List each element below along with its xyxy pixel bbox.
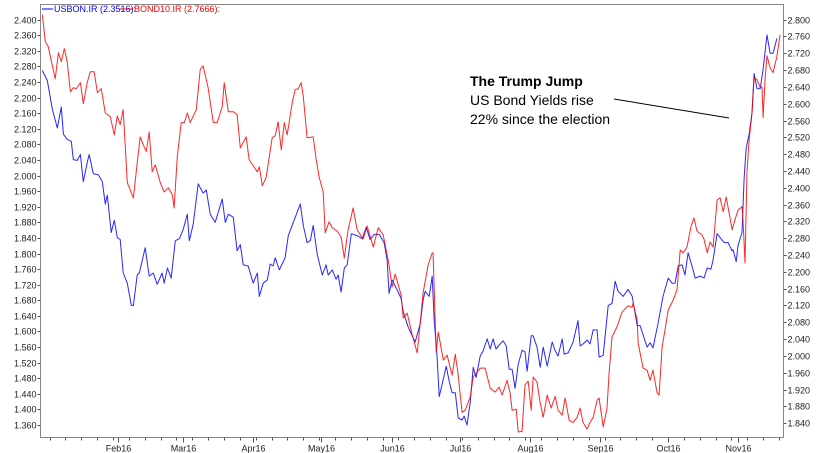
y-tick-label: 2.360 [788, 201, 811, 211]
x-tick-label: Jun16 [380, 444, 405, 453]
y-tick-label: 2.560 [788, 117, 811, 127]
y-tick-label: 1.840 [14, 234, 37, 244]
y-tick-label: 2.120 [14, 125, 37, 135]
annotation-line-2: 22% since the election [470, 111, 611, 127]
y-tick-label: 2.000 [788, 352, 811, 362]
y-tick-label: 1.400 [14, 405, 37, 415]
y-tick-label: 2.680 [788, 66, 811, 76]
legend-label-bond10: BOND10.IR (2.7666): [134, 4, 220, 14]
y-tick-label: 2.040 [14, 156, 37, 166]
annotation-pointer-line [613, 98, 730, 119]
y-tick-label: 1.600 [14, 327, 37, 337]
y-tick-label: 2.640 [788, 83, 811, 93]
annotation: The Trump Jump US Bond Yields rise 22% s… [470, 72, 610, 129]
x-tick-label: Jul16 [450, 444, 472, 453]
y-tick-label: 2.200 [788, 268, 811, 278]
y-tick-label: 1.920 [788, 386, 811, 396]
y-tick-label: 1.680 [14, 296, 37, 306]
left-y-axis: 2.400 2.360 2.320 2.280 2.240 2.200 2.160 2.120… [14, 16, 41, 431]
y-tick-label: 1.960 [788, 369, 811, 379]
y-tick-label: 2.520 [788, 133, 811, 143]
x-tick-label: Apr16 [241, 444, 265, 453]
y-tick-label: 2.800 [788, 16, 811, 26]
legend-label-usbon: USBON.IR (2.3516): [54, 4, 136, 14]
y-tick-label: 2.480 [788, 150, 811, 160]
y-tick-label: 2.320 [788, 217, 811, 227]
right-y-axis: 2.800 2.760 2.720 2.680 2.640 2.600 2.560 2.520… [783, 16, 811, 429]
y-tick-label: 2.080 [788, 318, 811, 328]
annotation-title: The Trump Jump [470, 73, 583, 89]
x-tick-label: Nov16 [725, 444, 751, 453]
y-tick-label: 2.000 [14, 172, 37, 182]
series-line-usbon-ir [41, 34, 778, 426]
annotation-line-1: US Bond Yields rise [470, 92, 594, 108]
y-tick-label: 2.720 [788, 49, 811, 59]
x-tick-label: Sep16 [587, 444, 613, 453]
y-tick-label: 2.040 [788, 335, 811, 345]
y-tick-label: 2.160 [14, 109, 37, 119]
y-tick-label: 2.760 [788, 32, 811, 42]
y-tick-label: 1.960 [14, 187, 37, 197]
y-tick-label: 2.400 [14, 16, 37, 26]
y-tick-label: 1.360 [14, 421, 37, 431]
x-tick-label: Feb16 [106, 444, 132, 453]
y-tick-label: 2.400 [788, 184, 811, 194]
y-tick-label: 1.480 [14, 374, 37, 384]
y-tick-label: 2.280 [14, 62, 37, 72]
y-tick-label: 1.880 [14, 218, 37, 228]
y-tick-label: 2.240 [14, 78, 37, 88]
plot-frame [40, 4, 784, 438]
x-axis: Feb16 Mar16 Apr16 May16 Jun16 Jul16 Aug16 Sep16… [50, 437, 780, 453]
y-tick-label: 1.840 [788, 419, 811, 429]
y-tick-label: 1.640 [14, 312, 37, 322]
y-tick-label: 1.880 [788, 402, 811, 412]
y-tick-label: 1.720 [14, 281, 37, 291]
x-tick-label: Aug16 [517, 444, 543, 453]
y-tick-label: 2.440 [788, 167, 811, 177]
y-tick-label: 1.920 [14, 203, 37, 213]
y-tick-label: 2.160 [788, 285, 811, 295]
y-tick-label: 2.080 [14, 140, 37, 150]
legend: USBON.IR (2.3516): BOND10.IR (2.7666): [42, 4, 220, 14]
y-tick-label: 1.520 [14, 359, 37, 369]
x-tick-label: Oct16 [656, 444, 680, 453]
y-tick-label: 2.280 [788, 234, 811, 244]
y-tick-label: 1.560 [14, 343, 37, 353]
series-line-bond10-ir [41, 14, 781, 433]
y-tick-label: 1.800 [14, 250, 37, 260]
y-tick-label: 2.360 [14, 31, 37, 41]
y-tick-label: 2.240 [788, 251, 811, 261]
y-tick-label: 2.200 [14, 94, 37, 104]
y-tick-label: 1.760 [14, 265, 37, 275]
y-tick-label: 1.440 [14, 390, 37, 400]
y-tick-label: 2.600 [788, 100, 811, 110]
y-tick-label: 2.120 [788, 301, 811, 311]
y-tick-label: 2.320 [14, 47, 37, 57]
series-lines [41, 14, 781, 433]
x-tick-label: Mar16 [171, 444, 197, 453]
x-tick-label: May16 [308, 444, 335, 453]
